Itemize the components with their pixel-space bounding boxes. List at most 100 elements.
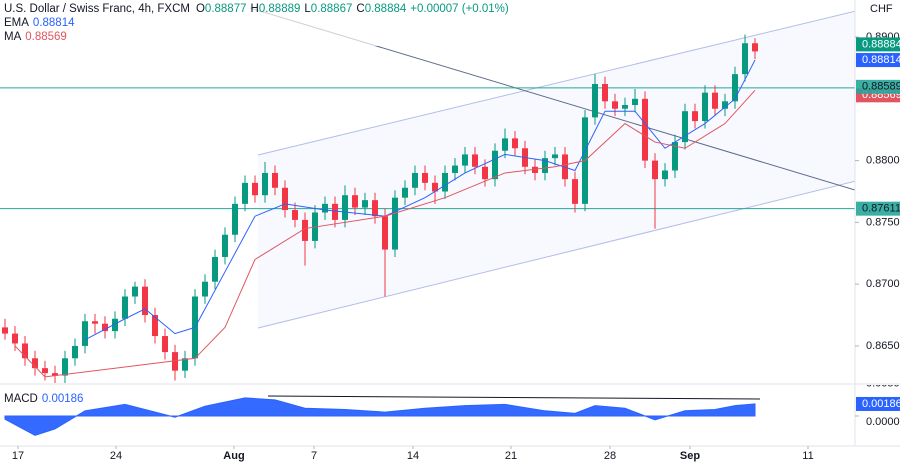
level-badge-label: 0.88589 — [862, 81, 900, 93]
ema-value: 0.88814 — [33, 17, 75, 29]
indicator-badge — [856, 53, 900, 68]
x-tick-label: 14 — [407, 450, 419, 462]
indicator-line — [84, 59, 756, 341]
ohlc-key: H — [251, 3, 259, 15]
candle-body — [642, 98, 648, 161]
price-axis: 0.890000.880000.875000.870000.865000.888… — [855, 31, 900, 352]
candle-body — [572, 179, 578, 204]
ema-name: EMA — [4, 17, 29, 29]
x-tick-label: 21 — [505, 450, 517, 462]
candle-body — [92, 321, 98, 324]
candle-body — [62, 358, 68, 376]
candle-body — [122, 296, 128, 319]
level-badge — [856, 201, 900, 216]
indicator-line — [14, 89, 756, 378]
ohlc-key: O — [196, 3, 205, 15]
candle-body — [622, 105, 628, 109]
candle-body — [532, 166, 538, 173]
x-tick-label: 24 — [110, 450, 122, 462]
channel-upper — [257, 10, 855, 156]
candle-body — [612, 101, 618, 109]
candle-body — [252, 182, 258, 196]
drawings — [249, 7, 855, 329]
change: +0.00007 (+0.01%) — [410, 3, 509, 15]
candle-body — [112, 318, 118, 332]
ohlc-value: 0.88889 — [259, 3, 301, 15]
macd-pane — [4, 395, 761, 436]
candle-body — [292, 210, 298, 220]
macd-area — [4, 397, 756, 436]
candle-body — [412, 172, 418, 188]
last-price-label: 0.88884 — [862, 38, 900, 50]
candle-body — [82, 321, 88, 346]
ohlc-value: 0.88884 — [365, 3, 407, 15]
candle-body — [302, 219, 308, 241]
candle-body — [352, 195, 358, 208]
candle-body — [162, 336, 168, 353]
x-tick-label: 28 — [604, 450, 616, 462]
candle-body — [372, 200, 378, 217]
price-pane — [0, 34, 855, 383]
candle-body — [102, 323, 108, 332]
candle-body — [172, 352, 178, 371]
candle-body — [132, 286, 138, 297]
candle-body — [442, 172, 448, 192]
candle-body — [262, 172, 268, 196]
candle-body — [502, 138, 508, 151]
channel-lower — [257, 180, 855, 329]
candle-body — [2, 327, 8, 334]
macd-badge — [856, 396, 900, 411]
candle-body — [182, 358, 188, 371]
candle-body — [322, 203, 328, 213]
candle-body — [702, 92, 708, 122]
candle-body — [452, 165, 458, 173]
candle-body — [732, 74, 738, 102]
candle-body — [712, 92, 718, 109]
indicator-badge-label: 0.88814 — [862, 54, 900, 66]
candle-body — [142, 286, 148, 316]
candle-body — [242, 182, 248, 204]
ma-name: MA — [4, 31, 22, 43]
x-tick-label: 11 — [802, 450, 813, 462]
candle-body — [32, 358, 38, 369]
candle-body — [542, 158, 548, 173]
channel-fill — [258, 11, 855, 328]
candle-body — [402, 187, 408, 198]
candle-body — [382, 216, 388, 250]
symbol: U.S. Dollar / Swiss Franc, 4h, FXCM — [4, 3, 190, 15]
candle-body — [362, 200, 368, 208]
candle-body — [512, 138, 518, 149]
candle-body — [272, 172, 278, 188]
macd-value: 0.00186 — [42, 393, 84, 405]
candle-body — [692, 111, 698, 122]
candle-body — [332, 203, 338, 220]
ohlc-key: C — [356, 3, 364, 15]
candle-body — [482, 166, 488, 180]
ohlc-value: 0.88877 — [205, 3, 247, 15]
macd-legend: MACD 0.00186 — [4, 393, 83, 405]
last-price-badge — [856, 37, 900, 52]
candle-body — [232, 203, 238, 235]
macd-name: MACD — [4, 393, 38, 405]
candle-body — [282, 187, 288, 211]
legend-backdrop — [0, 0, 460, 46]
candle-body — [22, 343, 28, 359]
x-tick-label: Aug — [223, 450, 244, 462]
candle-body — [632, 98, 638, 106]
candle-body — [42, 368, 48, 374]
x-tick-label: 17 — [12, 450, 24, 462]
candle-body — [222, 234, 228, 257]
candle-body — [462, 154, 468, 166]
candle-body — [212, 256, 218, 282]
candle-body — [742, 43, 748, 75]
candle-body — [472, 154, 478, 167]
candle-body — [722, 101, 728, 109]
candle-body — [492, 150, 498, 180]
candle-body — [152, 315, 158, 337]
